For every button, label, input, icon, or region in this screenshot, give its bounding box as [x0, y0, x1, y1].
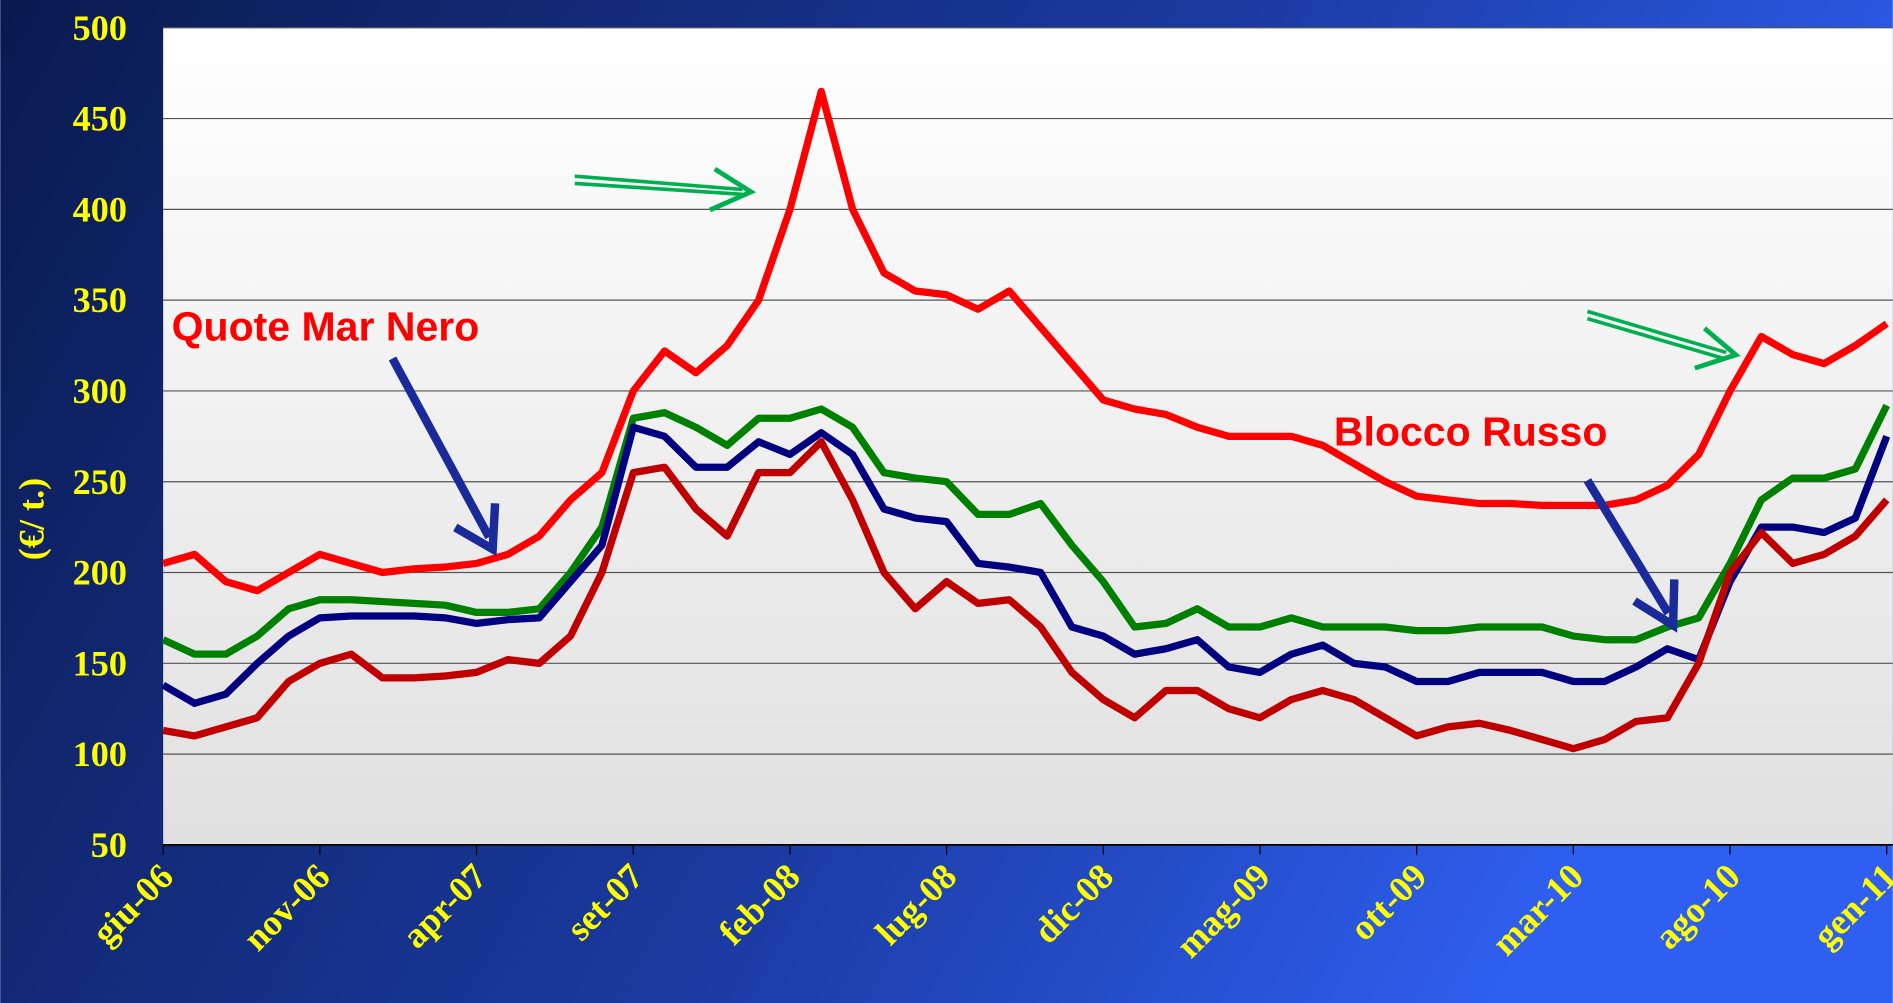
arrow: [388, 356, 1679, 633]
arrow: [574, 166, 1741, 371]
plot-area: [163, 27, 1893, 845]
annotation: Quote Mar Nero: [172, 303, 480, 349]
y-tick-label: 50: [91, 825, 127, 865]
y-tick-label: 150: [73, 643, 127, 683]
y-tick-label: 300: [73, 371, 127, 411]
y-tick-label: 250: [73, 462, 127, 502]
series-line: [162, 438, 1890, 753]
y-tick-label: 100: [73, 734, 127, 774]
y-axis-label: (€/ t.): [12, 478, 52, 560]
series-line: [161, 423, 1891, 707]
annotation: Blocco Russo: [1334, 408, 1608, 454]
y-tick-label: 500: [73, 8, 127, 48]
y-tick-label: 400: [73, 189, 127, 229]
y-tick-label: 350: [73, 280, 127, 320]
y-tick-label: 450: [73, 99, 127, 139]
series-line: [161, 403, 1890, 658]
y-tick-label: 200: [73, 553, 127, 593]
